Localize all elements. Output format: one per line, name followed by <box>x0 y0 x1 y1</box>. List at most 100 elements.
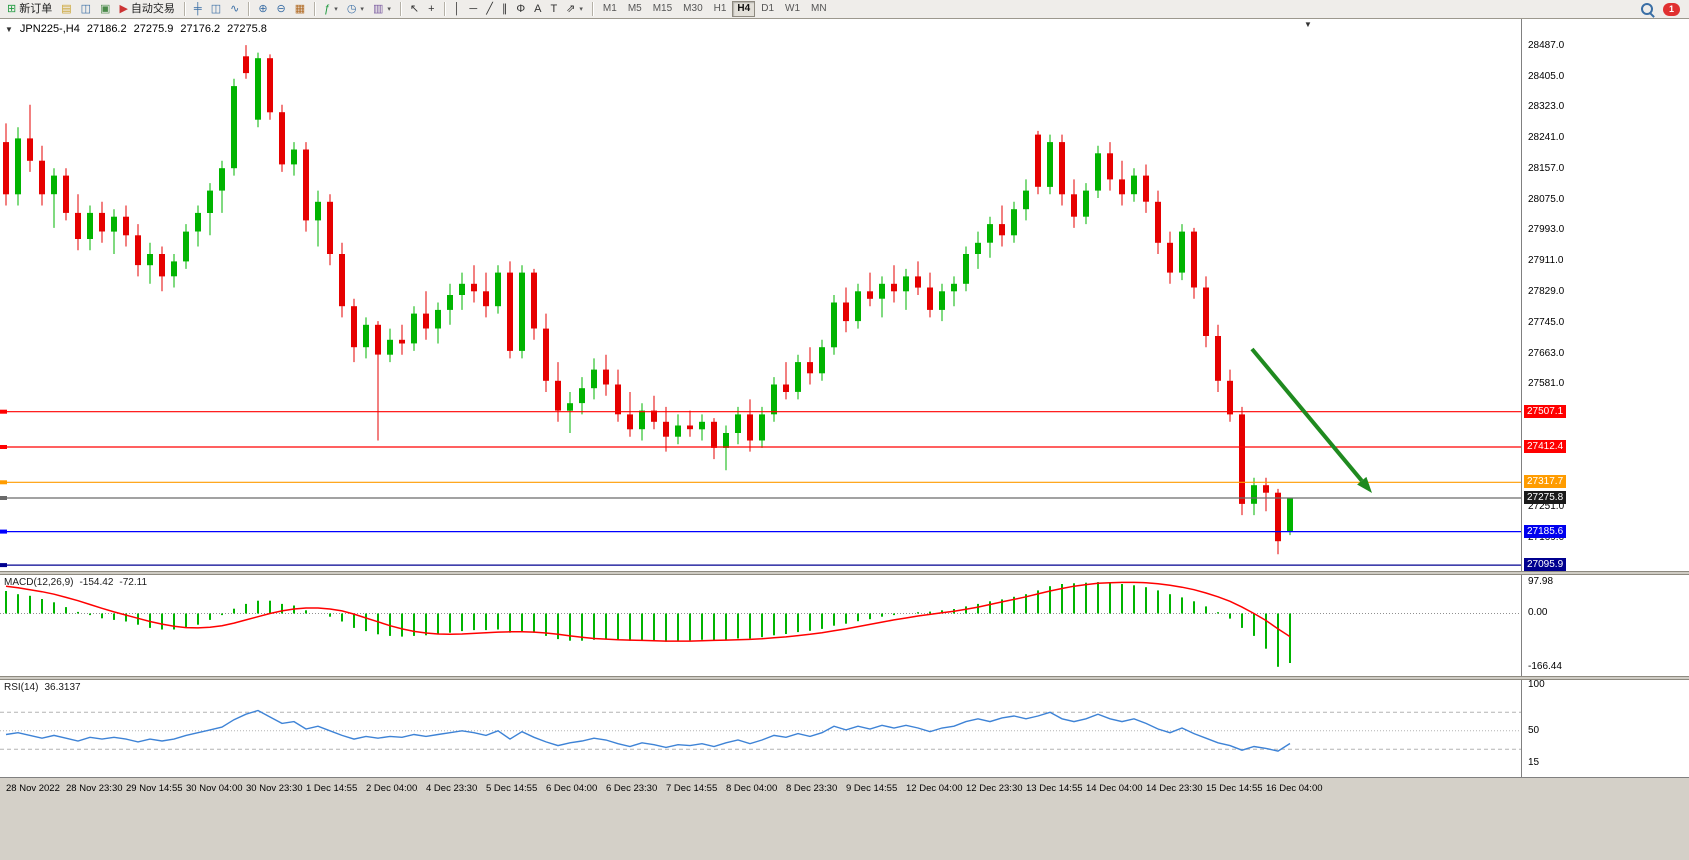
periods-button-dropdown-icon[interactable]: ▾ <box>360 6 364 13</box>
macd-pane[interactable]: MACD(12,26,9) -154.42 -72.11 <box>0 575 1521 676</box>
time-axis-label: 6 Dec 04:00 <box>546 783 598 794</box>
indicators-button[interactable]: ƒ ▾ <box>320 0 342 19</box>
bar-chart-button[interactable]: ╪ <box>190 0 206 19</box>
notification-badge[interactable]: 1 <box>1663 2 1680 16</box>
toolbar-right-group: 1 <box>1641 2 1686 16</box>
price-axis-tick: 27663.0 <box>1528 348 1565 359</box>
chart-shift-marker-icon[interactable]: ▼ <box>1304 20 1312 29</box>
charts-button[interactable]: ▤ <box>57 0 75 19</box>
vertical-line-button[interactable]: │ <box>450 0 465 19</box>
timeframe-h1[interactable]: H1 <box>713 3 727 14</box>
time-axis-label: 9 Dec 14:55 <box>846 783 898 794</box>
zoom-in-button[interactable]: ⊕ <box>254 0 271 19</box>
auto-trading-button[interactable]: ▶ 自动交易 <box>115 0 178 19</box>
candles-series <box>3 45 1293 555</box>
crosshair-button[interactable]: + <box>424 0 438 19</box>
macd-signal-line <box>5 581 1291 642</box>
price-level-badge: 27275.8 <box>1524 491 1567 504</box>
horizontal-line-button-icon: ─ <box>469 2 478 15</box>
price-axis-tick: 28405.0 <box>1528 71 1565 82</box>
channel-button[interactable]: ∥ <box>498 0 512 19</box>
price-levels <box>0 409 1521 568</box>
rsi-axis-tick: 100 <box>1528 679 1545 690</box>
timeframe-mn[interactable]: MN <box>811 3 827 14</box>
time-axis-label: 2 Dec 04:00 <box>366 783 418 794</box>
toolbar-separator <box>591 2 593 16</box>
timeframe-m15[interactable]: M15 <box>652 3 673 14</box>
trendline-button[interactable]: ╱ <box>482 0 497 19</box>
candlestick-chart-button[interactable]: ◫ <box>207 0 225 19</box>
new-order-button-icon: ⊞ <box>7 2 17 15</box>
text-label-button[interactable]: T <box>546 0 561 19</box>
line-chart-button[interactable]: ∿ <box>226 0 243 19</box>
time-axis-label: 12 Dec 04:00 <box>906 783 963 794</box>
macd-signal-value: -72.11 <box>119 577 148 588</box>
ohlc-low: 27176.2 <box>180 23 221 35</box>
trend-arrow-line[interactable] <box>1250 347 1364 482</box>
collapse-icon[interactable]: ▼ <box>5 24 13 34</box>
macd-label: MACD(12,26,9) -154.42 -72.11 <box>4 577 147 588</box>
price-axis-tick: 27745.0 <box>1528 317 1565 328</box>
ohlc-close: 27275.8 <box>227 23 267 35</box>
rsi-pane[interactable]: RSI(14) 36.3137 <box>0 680 1521 777</box>
tile-windows-button[interactable]: ▦ <box>291 0 309 19</box>
line-chart-button-icon: ∿ <box>230 2 240 15</box>
price-level-badge: 27185.6 <box>1524 525 1567 538</box>
horizontal-line-button[interactable]: ─ <box>465 0 481 19</box>
arrows-button[interactable]: ⇗ ▾ <box>562 0 587 19</box>
templates-button[interactable]: ▥ ▾ <box>369 0 395 19</box>
time-axis-label: 14 Dec 23:30 <box>1146 783 1203 794</box>
timeframe-h4[interactable]: H4 <box>732 1 756 17</box>
toolbar-separator <box>248 2 250 16</box>
macd-svg <box>0 581 1521 667</box>
cursor-button[interactable]: ↖ <box>406 0 423 19</box>
time-axis-label: 8 Dec 23:30 <box>786 783 838 794</box>
timeframe-w1[interactable]: W1 <box>785 3 801 14</box>
timeframe-m1[interactable]: M1 <box>602 3 617 14</box>
time-axis-label: 16 Dec 04:00 <box>1266 783 1323 794</box>
rsi-axis-tick: 15 <box>1528 757 1540 768</box>
search-icon[interactable] <box>1641 3 1653 15</box>
auto-trading-button-icon: ▶ <box>119 2 128 15</box>
zoom-out-button[interactable]: ⊖ <box>273 0 290 19</box>
time-axis-label: 8 Dec 04:00 <box>726 783 778 794</box>
time-axis-label: 30 Nov 23:30 <box>246 783 303 794</box>
indicators-button-dropdown-icon[interactable]: ▾ <box>334 6 338 13</box>
pane-splitter-macd[interactable] <box>0 571 1689 575</box>
price-level-badge: 27095.9 <box>1524 558 1567 571</box>
price-axis-tick: 28323.0 <box>1528 101 1565 112</box>
navigator-button[interactable]: ▣ <box>96 0 114 19</box>
charts-button-icon: ▤ <box>61 2 72 15</box>
templates-button-dropdown-icon[interactable]: ▾ <box>387 6 391 13</box>
timeframe-d1[interactable]: D1 <box>761 3 775 14</box>
time-axis-label: 14 Dec 04:00 <box>1086 783 1143 794</box>
toolbar-separator <box>314 2 316 16</box>
new-order-button[interactable]: ⊞ 新订单 <box>3 0 56 19</box>
price-level-left-marker <box>0 445 7 449</box>
fibonacci-button[interactable]: Φ <box>512 0 529 19</box>
time-axis-label: 12 Dec 23:30 <box>966 783 1023 794</box>
price-level-left-marker <box>0 529 7 534</box>
arrows-button-dropdown-icon[interactable]: ▾ <box>579 6 583 13</box>
price-axis-tick: 27911.0 <box>1528 255 1564 266</box>
macd-axis-tick: 97.98 <box>1528 576 1554 587</box>
periods-button[interactable]: ◷ ▾ <box>343 0 368 19</box>
tile-windows-button-icon: ▦ <box>294 2 306 15</box>
timeframe-m5[interactable]: M5 <box>627 3 642 14</box>
rsi-axis-tick: 50 <box>1528 725 1540 736</box>
time-scale[interactable]: 28 Nov 2022 28 Nov 23:30 29 Nov 14:55 30 No… <box>0 777 1689 860</box>
pane-splitter-rsi[interactable] <box>0 676 1689 680</box>
text-button[interactable]: A <box>530 0 545 19</box>
price-level-left-marker <box>0 563 7 568</box>
navigator-button-icon: ▣ <box>100 2 111 15</box>
price-scale[interactable]: 28487.0 28405.0 28323.0 28241.0 28157.0 28075… <box>1521 19 1689 777</box>
time-axis-label: 5 Dec 14:55 <box>486 783 538 794</box>
macd-histogram <box>5 582 1291 667</box>
timeframe-m30[interactable]: M30 <box>683 3 703 14</box>
price-level-left-marker <box>0 409 7 414</box>
market-watch-button[interactable]: ◫ <box>77 0 95 19</box>
main-chart-pane[interactable]: ▼ JPN225-,H4 27186.2 27275.9 27176.2 272… <box>0 19 1521 571</box>
time-axis-label: 15 Dec 14:55 <box>1206 783 1263 794</box>
time-axis-label: 7 Dec 14:55 <box>666 783 718 794</box>
